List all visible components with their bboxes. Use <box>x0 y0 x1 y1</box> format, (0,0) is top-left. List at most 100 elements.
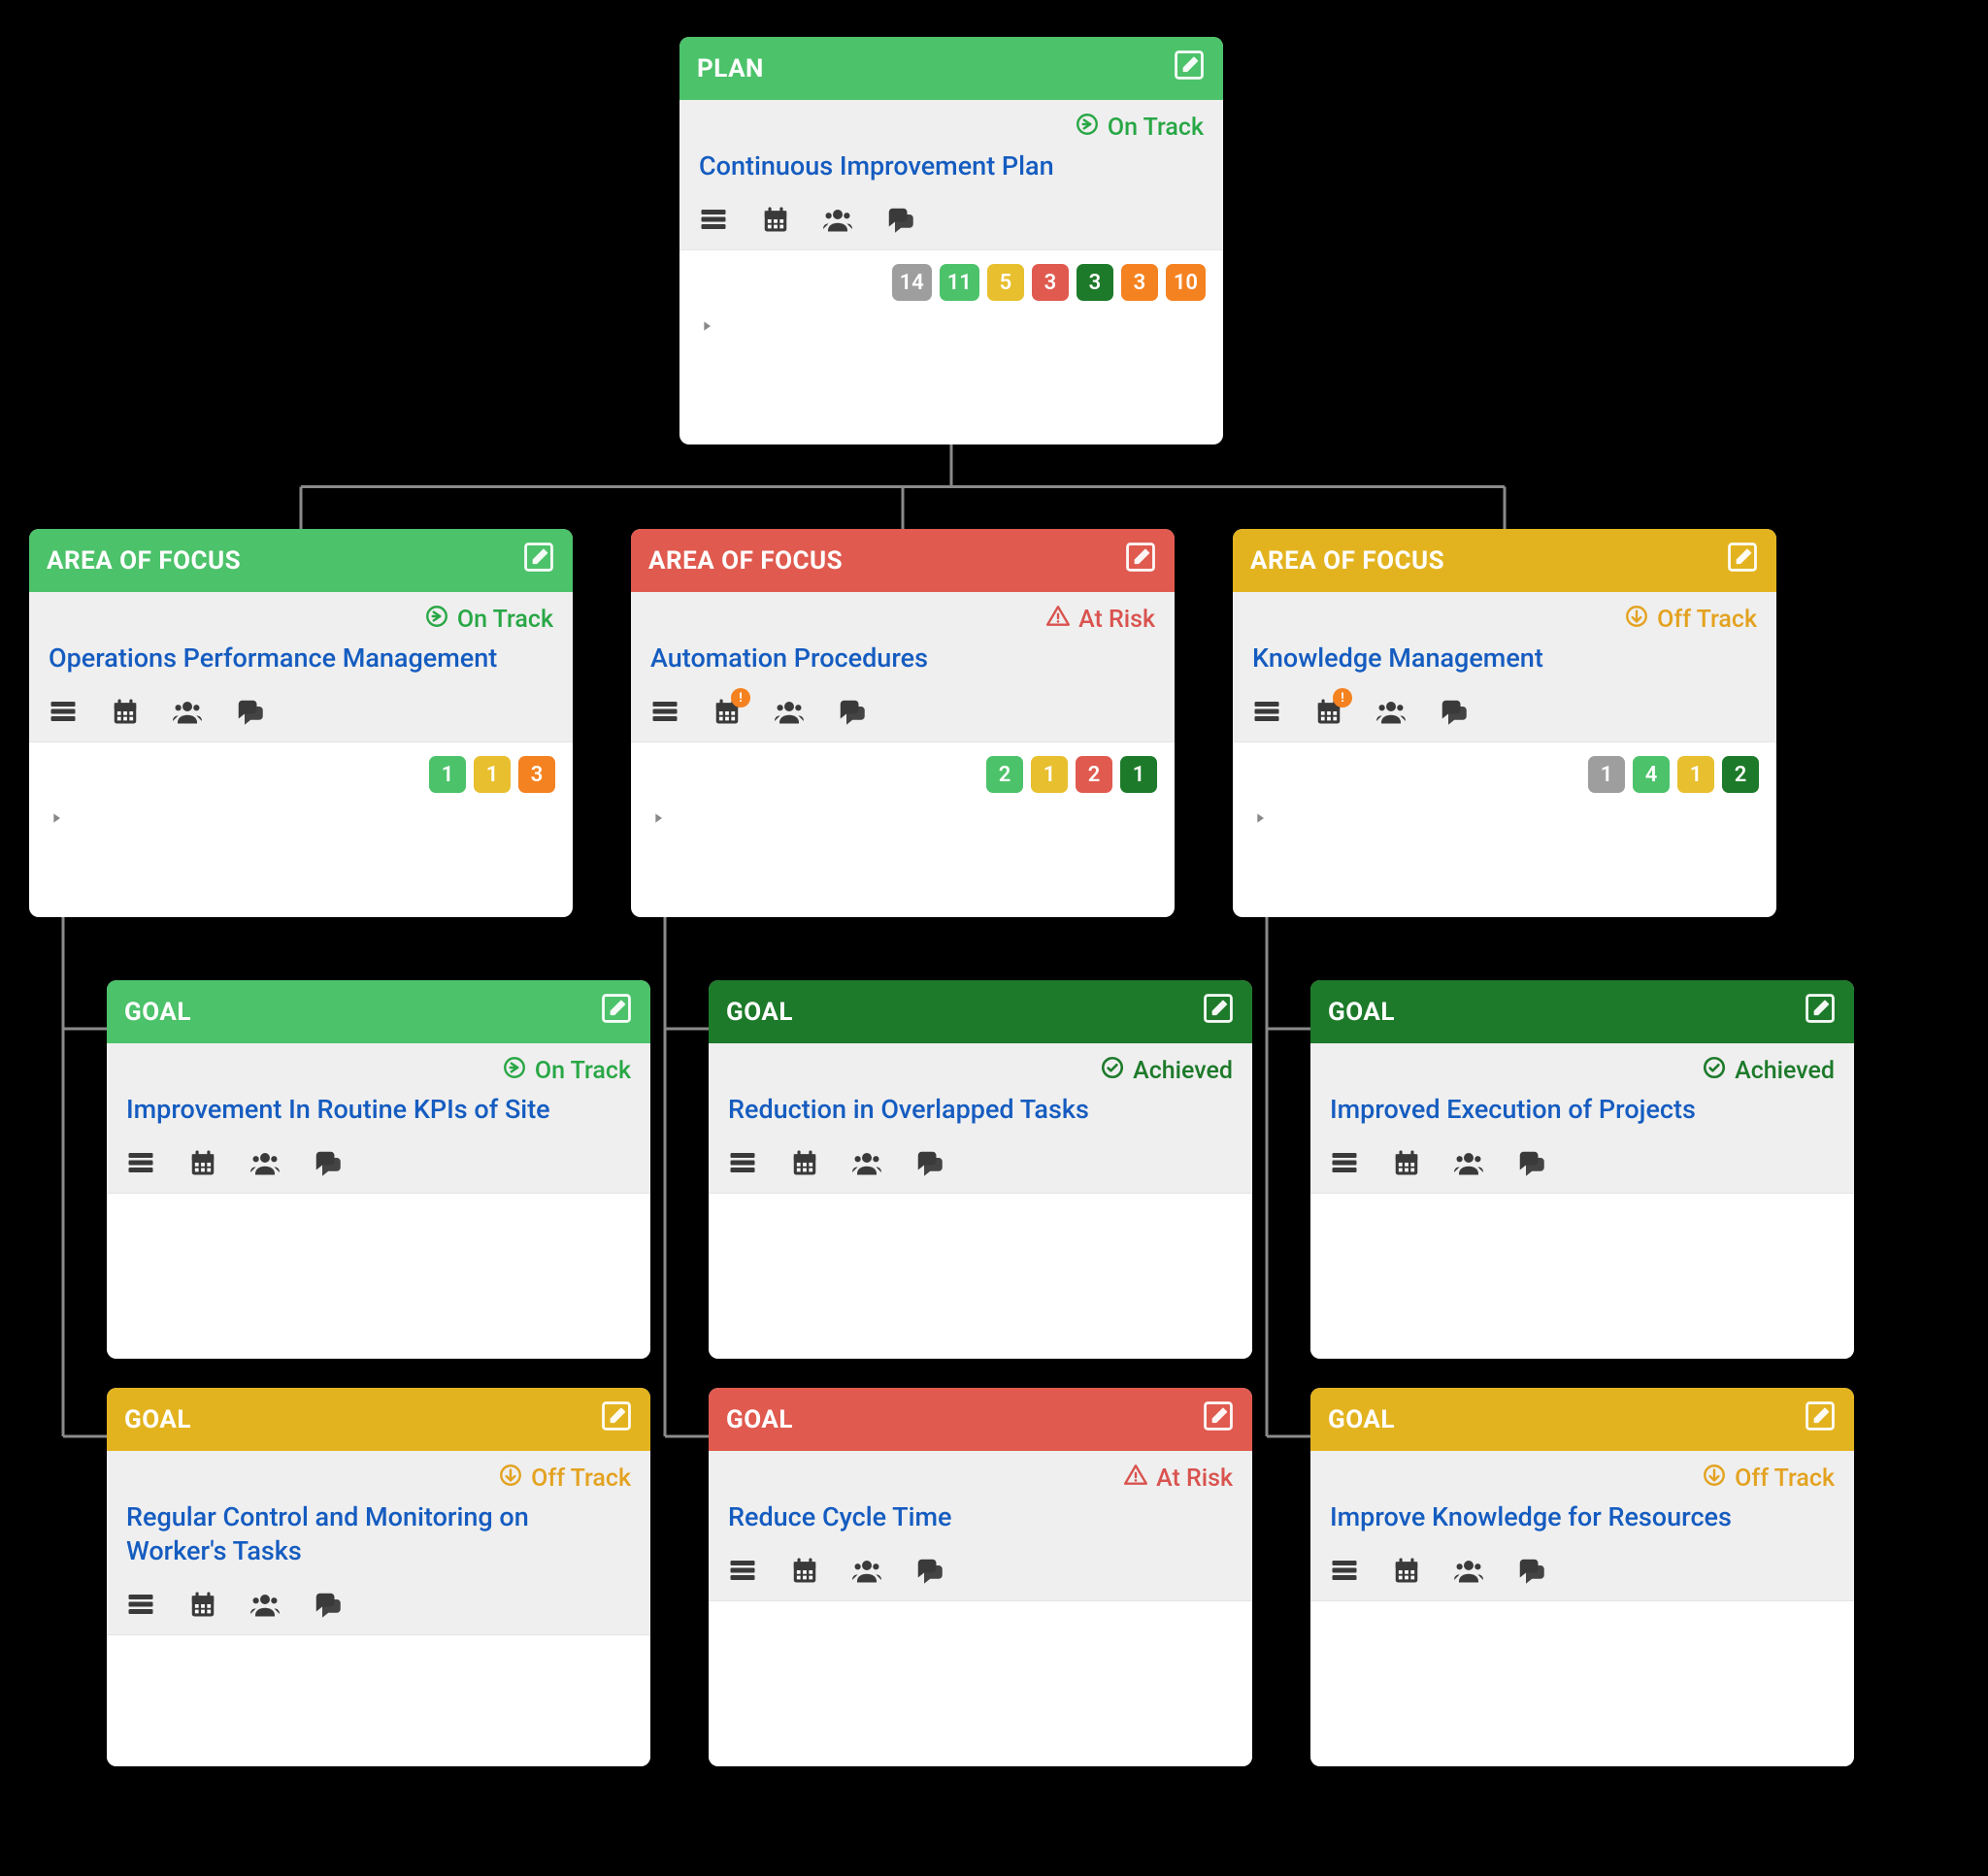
count-badge[interactable]: 1 <box>1031 756 1068 793</box>
edit-icon[interactable] <box>600 992 633 1032</box>
comments-icon[interactable] <box>914 1556 944 1585</box>
area-header: AREA OF FOCUS <box>631 529 1175 592</box>
card-title-link[interactable]: Knowledge Management <box>1252 642 1757 675</box>
count-badge[interactable]: 1 <box>1588 756 1625 793</box>
comments-icon[interactable] <box>1516 1148 1545 1177</box>
count-badge[interactable]: 3 <box>1077 264 1113 301</box>
server-icon[interactable] <box>49 697 78 726</box>
calendar-icon[interactable] <box>790 1148 819 1177</box>
calendar-icon[interactable] <box>111 697 140 726</box>
comments-icon[interactable] <box>235 697 264 726</box>
edit-icon[interactable] <box>1124 541 1157 580</box>
server-icon[interactable] <box>126 1590 155 1619</box>
server-icon[interactable] <box>126 1148 155 1177</box>
edit-icon[interactable] <box>1726 541 1759 580</box>
card-title-link[interactable]: Improved Execution of Projects <box>1330 1093 1835 1127</box>
card-title-link[interactable]: Operations Performance Management <box>49 642 553 675</box>
card-spacer <box>107 1635 650 1766</box>
calendar-icon[interactable] <box>761 205 790 234</box>
edit-icon[interactable] <box>1202 992 1235 1032</box>
calendar-icon[interactable] <box>188 1590 217 1619</box>
comments-icon[interactable] <box>837 697 866 726</box>
users-icon[interactable] <box>1454 1148 1483 1177</box>
badge-bar: 1411533310 <box>679 250 1223 314</box>
card-type-label: GOAL <box>124 998 191 1027</box>
edit-icon[interactable] <box>522 541 555 580</box>
expand-arrow[interactable] <box>1233 806 1776 839</box>
count-badge[interactable]: 1 <box>474 756 511 793</box>
users-icon[interactable] <box>250 1148 280 1177</box>
calendar-icon[interactable] <box>1392 1556 1421 1585</box>
card-title-link[interactable]: Reduction in Overlapped Tasks <box>728 1093 1233 1127</box>
card-title-link[interactable]: Improvement In Routine KPIs of Site <box>126 1093 631 1127</box>
edit-icon[interactable] <box>1804 992 1837 1032</box>
icon-row <box>728 1556 1233 1585</box>
calendar-icon[interactable] <box>1392 1148 1421 1177</box>
count-badge[interactable]: 2 <box>1076 756 1112 793</box>
count-badge[interactable]: 2 <box>986 756 1023 793</box>
expand-arrow[interactable] <box>29 806 573 839</box>
status-row: Off Track <box>1330 1463 1835 1495</box>
users-icon[interactable] <box>852 1556 881 1585</box>
count-badge[interactable]: 1 <box>1677 756 1714 793</box>
edit-icon[interactable] <box>1173 49 1206 88</box>
count-badge[interactable]: 2 <box>1722 756 1759 793</box>
users-icon[interactable] <box>250 1590 280 1619</box>
edit-icon[interactable] <box>600 1399 633 1439</box>
card-title-link[interactable]: Automation Procedures <box>650 642 1155 675</box>
comments-icon[interactable] <box>1516 1556 1545 1585</box>
server-icon[interactable] <box>699 205 728 234</box>
count-badge[interactable]: 5 <box>987 264 1024 301</box>
goal-card: GOAL At RiskReduce Cycle Time <box>709 1388 1252 1766</box>
count-badge[interactable]: 10 <box>1166 264 1206 301</box>
users-icon[interactable] <box>823 205 852 234</box>
alert-triangle-icon <box>1123 1463 1148 1495</box>
count-badge[interactable]: 3 <box>518 756 555 793</box>
card-title-link[interactable]: Reduce Cycle Time <box>728 1500 1233 1534</box>
count-badge[interactable]: 3 <box>1032 264 1069 301</box>
comments-icon[interactable] <box>313 1590 342 1619</box>
calendar-icon[interactable] <box>790 1556 819 1585</box>
calendar-icon[interactable] <box>188 1148 217 1177</box>
users-icon[interactable] <box>852 1148 881 1177</box>
expand-arrow[interactable] <box>679 314 1223 347</box>
card-spacer <box>709 1194 1252 1359</box>
count-badge[interactable]: 1 <box>429 756 466 793</box>
count-badge[interactable]: 3 <box>1121 264 1158 301</box>
server-icon[interactable] <box>650 697 679 726</box>
server-icon[interactable] <box>1330 1148 1359 1177</box>
calendar-icon[interactable]: ! <box>1314 697 1343 726</box>
area-card: AREA OF FOCUS On TrackOperations Perform… <box>29 529 573 917</box>
users-icon[interactable] <box>1454 1556 1483 1585</box>
server-icon[interactable] <box>1330 1556 1359 1585</box>
calendar-icon[interactable]: ! <box>712 697 742 726</box>
card-body: AchievedImproved Execution of Projects <box>1310 1043 1854 1194</box>
comments-icon[interactable] <box>1439 697 1468 726</box>
card-title-link[interactable]: Regular Control and Monitoring on Worker… <box>126 1500 631 1568</box>
server-icon[interactable] <box>728 1556 757 1585</box>
area-header: AREA OF FOCUS <box>29 529 573 592</box>
count-badge[interactable]: 14 <box>892 264 932 301</box>
count-badge[interactable]: 4 <box>1633 756 1670 793</box>
comments-icon[interactable] <box>914 1148 944 1177</box>
comments-icon[interactable] <box>313 1148 342 1177</box>
server-icon[interactable] <box>1252 697 1281 726</box>
edit-icon[interactable] <box>1804 1399 1837 1439</box>
count-badge[interactable]: 1 <box>1120 756 1157 793</box>
down-circle-icon <box>1702 1463 1727 1495</box>
area-header: AREA OF FOCUS <box>1233 529 1776 592</box>
card-title-link[interactable]: Improve Knowledge for Resources <box>1330 1500 1835 1534</box>
server-icon[interactable] <box>728 1148 757 1177</box>
card-body: On TrackImprovement In Routine KPIs of S… <box>107 1043 650 1194</box>
card-title-link[interactable]: Continuous Improvement Plan <box>699 149 1204 183</box>
icon-row: ! <box>650 697 1155 726</box>
expand-arrow[interactable] <box>631 806 1175 839</box>
count-badge[interactable]: 11 <box>940 264 979 301</box>
users-icon[interactable] <box>173 697 202 726</box>
comments-icon[interactable] <box>885 205 914 234</box>
edit-icon[interactable] <box>1202 1399 1235 1439</box>
users-icon[interactable] <box>775 697 804 726</box>
alert-badge: ! <box>1333 688 1352 708</box>
goal-card: GOAL AchievedReduction in Overlapped Tas… <box>709 980 1252 1359</box>
users-icon[interactable] <box>1376 697 1406 726</box>
